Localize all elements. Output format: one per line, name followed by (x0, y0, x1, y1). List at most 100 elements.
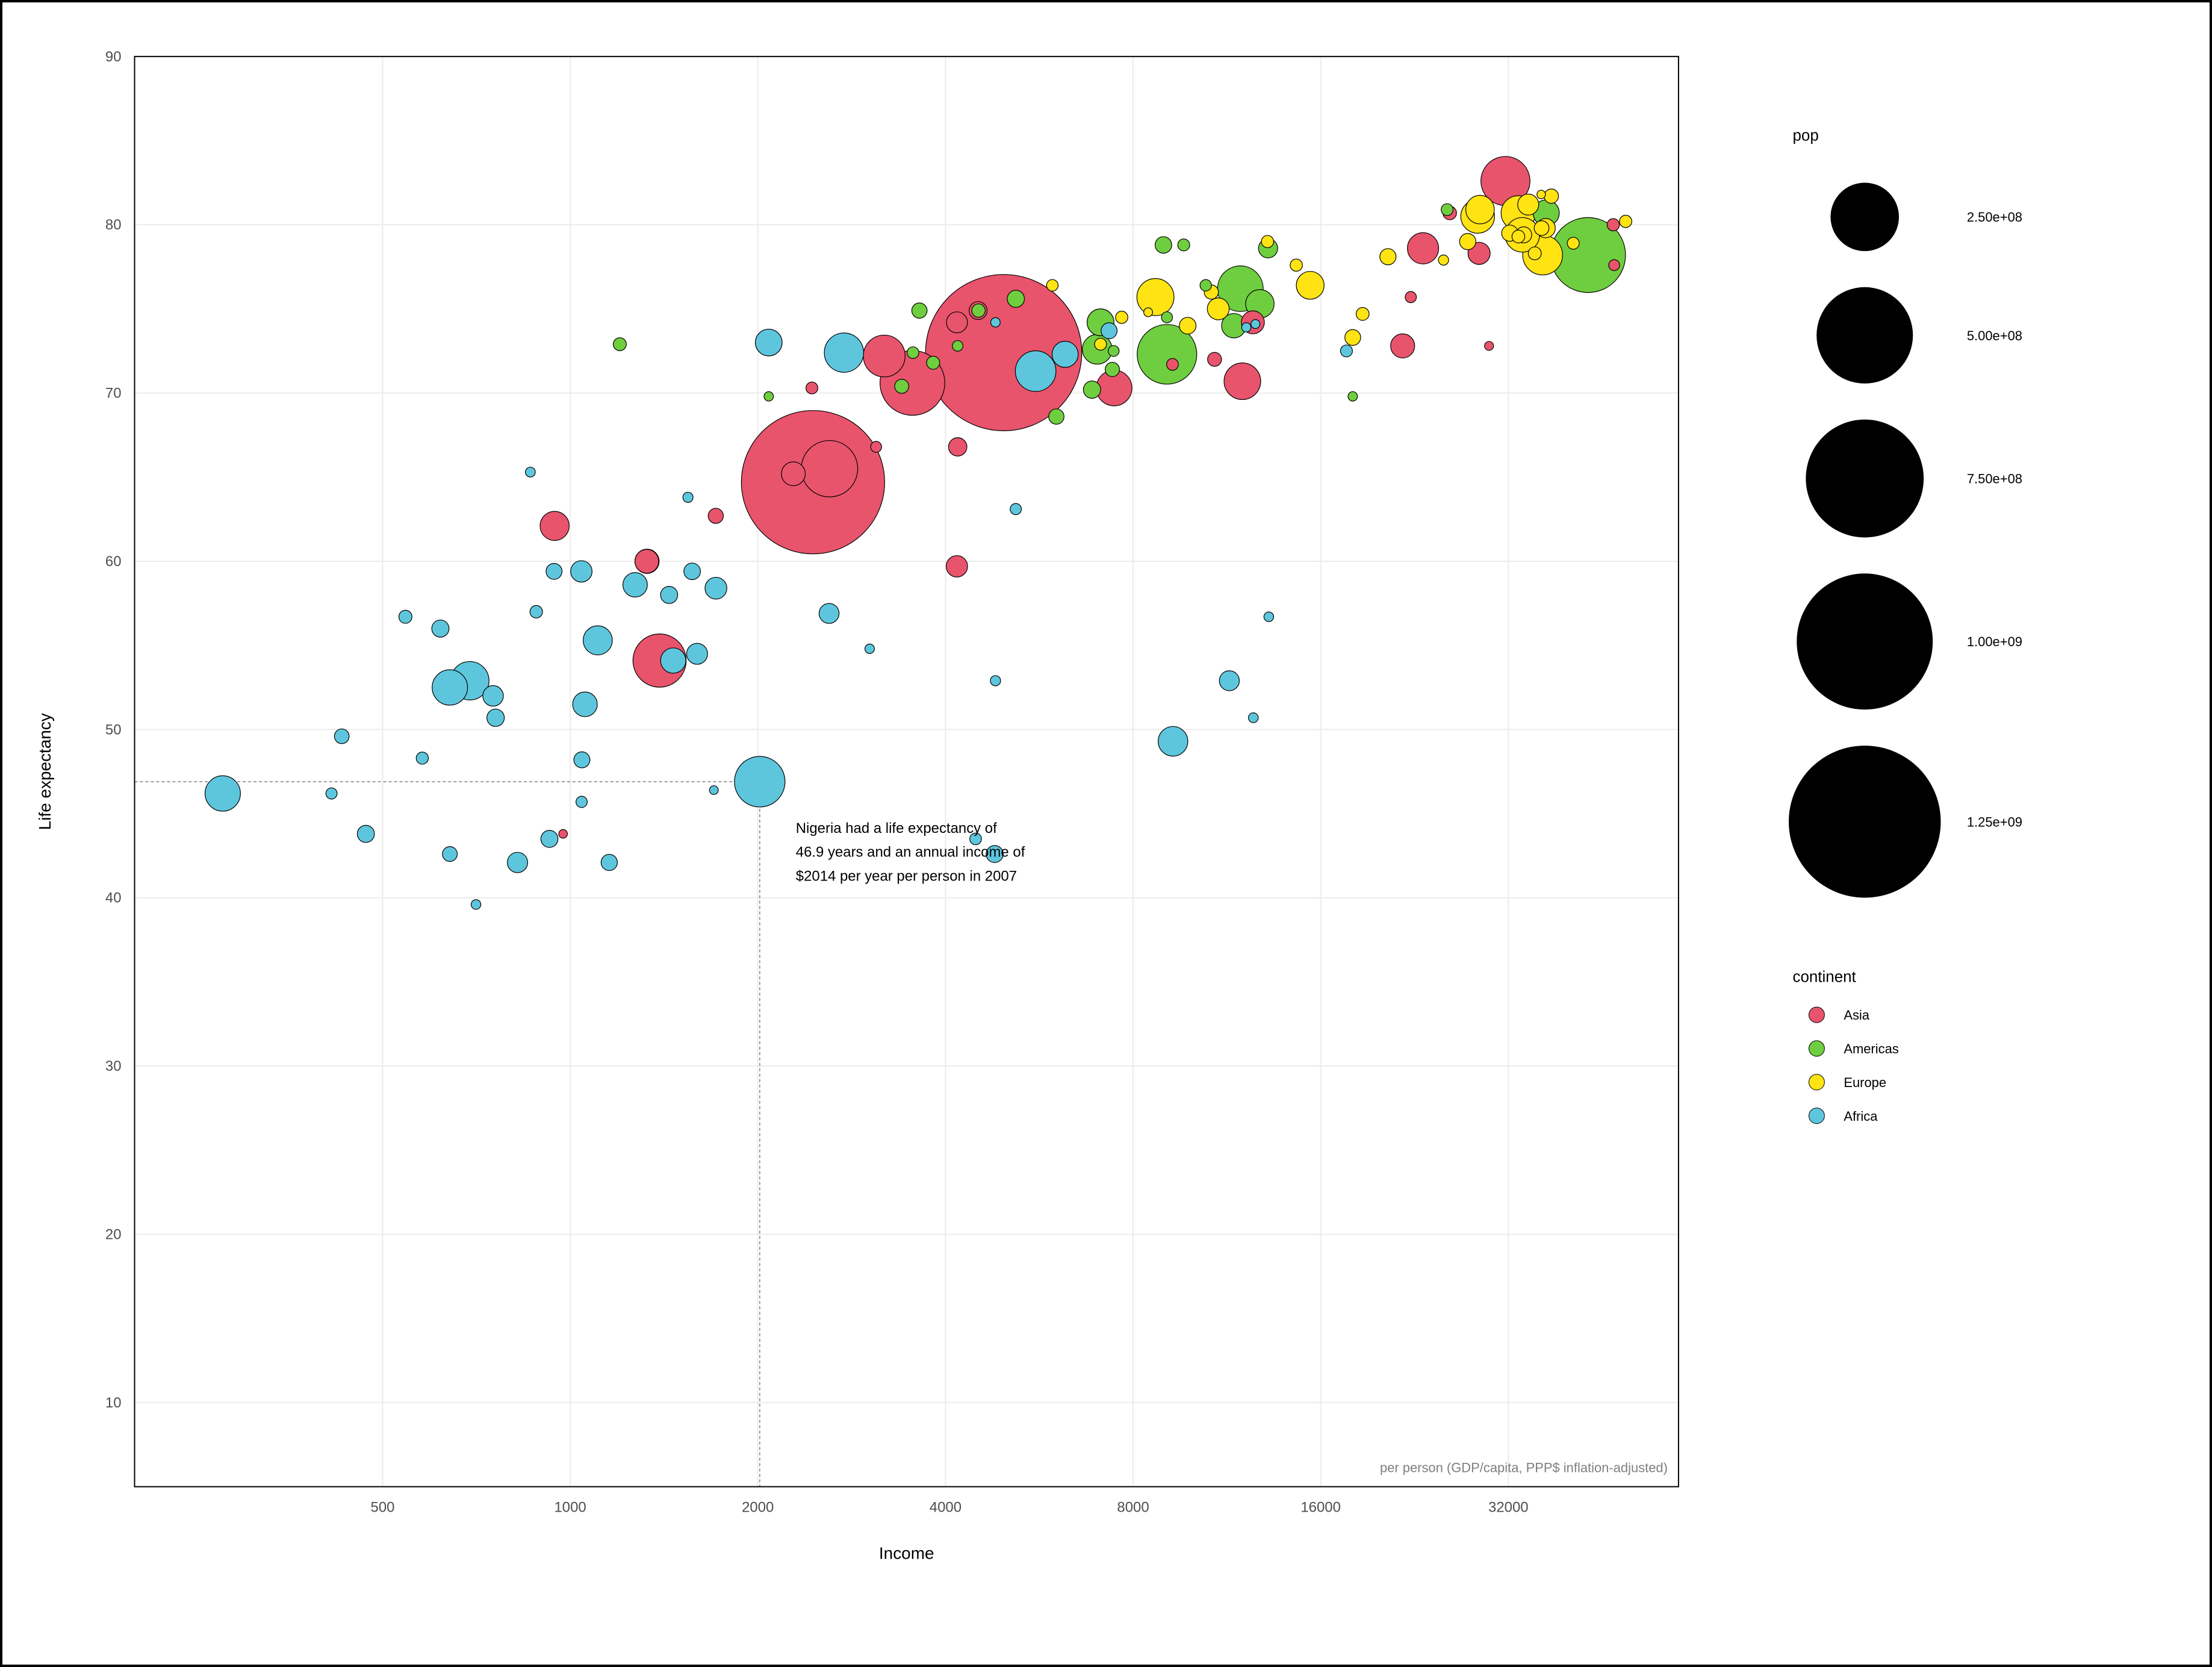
bubble (781, 462, 806, 486)
bubble (1391, 334, 1415, 358)
bubble (530, 605, 542, 618)
legend-color-label: Africa (1844, 1109, 1878, 1124)
legend-size-swatch (1789, 746, 1940, 897)
bubble (1224, 363, 1261, 400)
bubble (1137, 279, 1174, 316)
bubble (1340, 345, 1352, 357)
bubble (1046, 279, 1058, 291)
bubble (764, 391, 774, 401)
bubble (1010, 503, 1022, 515)
bubble (541, 830, 558, 847)
bubble (684, 563, 701, 580)
legend-continent-title: continent (1792, 968, 1856, 985)
bubble (927, 356, 940, 369)
legend-size-swatch (1816, 287, 1913, 384)
bubble (990, 676, 1001, 686)
bubble (1290, 259, 1302, 271)
legend-color-label: Asia (1844, 1008, 1869, 1023)
bubble (432, 670, 468, 705)
bubble (660, 648, 686, 673)
x-tick-label: 16000 (1300, 1500, 1341, 1516)
annotation-text: $2014 per year per person in 2007 (796, 868, 1017, 885)
bubble (1485, 341, 1494, 351)
bubble (1161, 312, 1172, 323)
annotation (135, 782, 760, 1487)
x-axis-title: Income (879, 1544, 934, 1562)
bubble (1108, 346, 1119, 357)
bubble (991, 317, 1001, 327)
legend-size-label: 1.00e+09 (1967, 634, 2022, 649)
bubble (1200, 279, 1211, 291)
bubble (1219, 671, 1239, 691)
bubble (1544, 189, 1559, 204)
bubble (1095, 338, 1107, 351)
y-tick-label: 10 (105, 1395, 122, 1411)
bubble (483, 685, 503, 706)
legend-size-label: 1.25e+09 (1967, 814, 2022, 829)
y-tick-label: 90 (105, 49, 122, 65)
bubble (357, 825, 374, 842)
bubble (432, 620, 449, 637)
y-tick-label: 30 (105, 1058, 122, 1074)
bubble (863, 335, 905, 376)
bubble (1144, 308, 1153, 317)
y-tick-label: 80 (105, 217, 122, 233)
bubble (399, 610, 412, 623)
bubble (948, 438, 967, 456)
bubble (1512, 230, 1524, 243)
bubble (471, 900, 481, 909)
bubble (635, 549, 659, 573)
bubble (576, 796, 588, 808)
bubble (801, 440, 858, 497)
bubble (559, 829, 567, 838)
legend-size-label: 2.50e+08 (1967, 210, 2022, 225)
bubble (487, 709, 505, 726)
bubble (1241, 323, 1250, 332)
legend-color-swatch (1809, 1007, 1824, 1023)
bubbles (205, 157, 1632, 909)
legend-color-swatch (1809, 1108, 1824, 1124)
x-tick-label: 2000 (742, 1500, 774, 1516)
bubble (574, 752, 590, 768)
bubble (1083, 381, 1101, 399)
bubble (1609, 260, 1620, 270)
bubble (1441, 204, 1453, 216)
annotation-text: Nigeria had a life expectancy of (796, 820, 997, 837)
legend-size-label: 7.50e+08 (1967, 472, 2022, 487)
bubble (571, 561, 592, 582)
bubble (1534, 221, 1549, 236)
grid (135, 57, 1679, 1487)
bubble (334, 729, 349, 743)
bubble (1438, 255, 1449, 265)
legend-pop-title: pop (1792, 127, 1818, 144)
bubble (1105, 363, 1120, 377)
bubble (1528, 247, 1541, 260)
bubble (972, 304, 985, 317)
bubble (1518, 194, 1539, 215)
y-tick-label: 40 (105, 890, 122, 906)
y-axis-title: Life expectancy (36, 713, 54, 830)
bubble (1207, 298, 1229, 320)
bubble (1249, 713, 1258, 723)
bubble (1567, 237, 1579, 249)
bubble (824, 333, 863, 372)
bubble (686, 643, 707, 664)
bubble (1405, 291, 1417, 303)
x-tick-label: 500 (371, 1500, 395, 1516)
bubble (1537, 190, 1546, 199)
bubble (1116, 311, 1128, 323)
bubble (1179, 317, 1196, 334)
y-tick-label: 20 (105, 1227, 122, 1243)
bubble (1015, 351, 1055, 391)
bubble (540, 511, 569, 540)
x-tick-label: 1000 (554, 1500, 586, 1516)
legend-color-swatch (1809, 1074, 1824, 1090)
legend-color-label: Americas (1844, 1041, 1898, 1056)
bubble (756, 329, 782, 356)
bubble (1158, 726, 1188, 756)
bubble (573, 692, 597, 717)
bubble (623, 573, 648, 597)
bubble (1052, 341, 1078, 367)
bubble (1208, 352, 1222, 366)
annotation-text: 46.9 years and an annual income of (796, 844, 1025, 861)
